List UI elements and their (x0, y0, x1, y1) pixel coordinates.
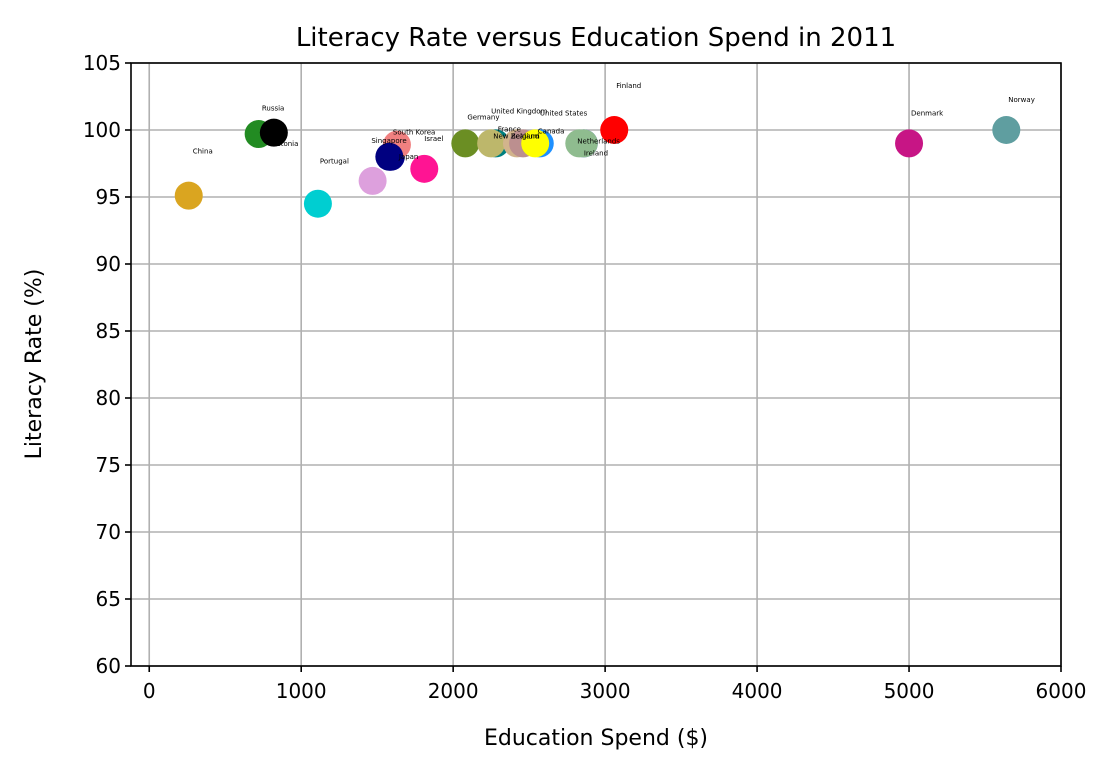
point-label: Estonia (273, 140, 299, 148)
scatter-point (569, 129, 598, 158)
scatter-point (358, 166, 387, 195)
x-tick-label: 3000 (580, 679, 631, 703)
points-layer (174, 116, 1021, 218)
point-label: United States (540, 109, 588, 117)
point-label: Finland (616, 82, 641, 90)
point-label: United Kingdom (491, 107, 547, 115)
x-tick-label: 5000 (884, 679, 935, 703)
y-axis-label: Literacy Rate (%) (22, 269, 47, 460)
point-label: Netherlands (577, 137, 620, 145)
scatter-point (895, 129, 924, 158)
y-tick-label: 105 (83, 51, 121, 75)
y-tick-label: 65 (96, 587, 121, 611)
point-label: Ireland (584, 149, 608, 157)
x-tick-label: 0 (143, 679, 156, 703)
point-label: South Korea (393, 129, 435, 137)
point-labels-layer: China Estonia Russia Portugal Japan South Kor… (193, 82, 1035, 166)
point-label: New Zealand (493, 132, 539, 140)
y-tick-label: 70 (96, 520, 121, 544)
point-label: France (498, 125, 521, 133)
point-label: China (193, 148, 213, 156)
point-label: Denmark (911, 109, 944, 117)
scatter-point (451, 129, 480, 158)
scatter-point (477, 129, 506, 158)
scatter-point (410, 154, 439, 183)
x-tick-label: 6000 (1036, 679, 1087, 703)
point-label: Portugal (320, 158, 349, 166)
point-label: Russia (262, 105, 285, 113)
y-tick-label: 100 (83, 118, 121, 142)
y-tick-label: 75 (96, 453, 121, 477)
x-tick-label: 1000 (276, 679, 327, 703)
x-tick-label: 4000 (732, 679, 783, 703)
point-label: Japan (398, 153, 419, 161)
point-label: Germany (467, 113, 499, 121)
y-tick-label: 95 (96, 185, 121, 209)
point-label: Canada (538, 127, 565, 135)
x-tick-label: 2000 (428, 679, 479, 703)
scatter-point (521, 129, 550, 158)
chart-title: Literacy Rate versus Education Spend in … (296, 23, 896, 53)
y-tick-label: 90 (96, 252, 121, 276)
y-tick-label: 60 (96, 654, 121, 678)
point-label: Norway (1008, 96, 1035, 104)
scatter-point (992, 116, 1021, 144)
y-tick-label: 85 (96, 319, 121, 343)
point-label: Belgium (511, 132, 540, 140)
ticks-layer: 0 1000 2000 3000 4000 5000 6000 60 65 70 75 80 85 90 9… (83, 51, 1087, 703)
scatter-point (174, 181, 203, 210)
scatter-point (600, 116, 629, 144)
point-label: Singapore (371, 137, 406, 145)
y-tick-label: 80 (96, 386, 121, 410)
point-label: Israel (424, 135, 443, 143)
x-axis-label: Education Spend ($) (484, 726, 708, 751)
scatter-point (375, 142, 404, 171)
plot-frame (130, 62, 1062, 667)
scatter-point (303, 189, 332, 218)
scatter-point (259, 118, 288, 147)
